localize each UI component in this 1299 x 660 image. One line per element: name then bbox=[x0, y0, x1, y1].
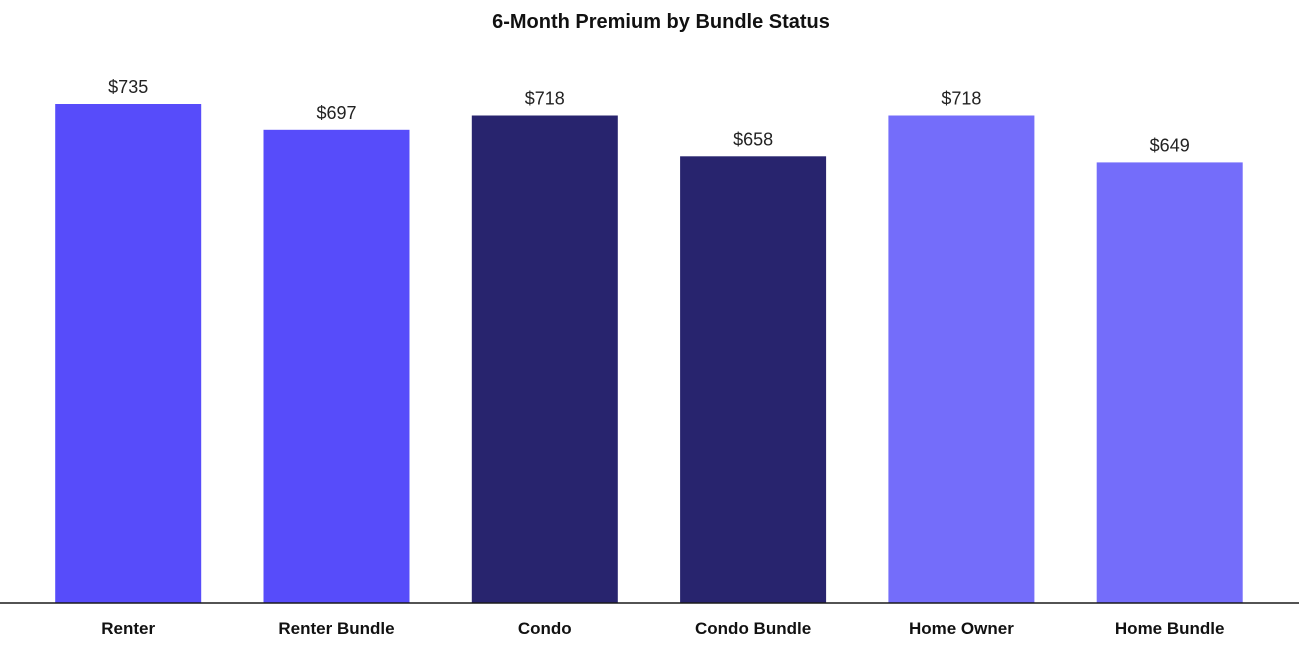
value-label: $658 bbox=[733, 129, 773, 149]
bar-condo-bundle bbox=[680, 156, 827, 604]
bar-home-bundle bbox=[1096, 162, 1243, 603]
bar-renter-bundle bbox=[263, 129, 410, 604]
bar-renter bbox=[55, 104, 202, 603]
category-label: Condo bbox=[518, 619, 572, 638]
bar-home-owner bbox=[888, 115, 1035, 603]
value-label: $718 bbox=[525, 89, 565, 109]
category-label: Renter Bundle bbox=[278, 619, 394, 638]
value-labels-group: $735 $697 $718 $658 $718 $649 bbox=[108, 77, 1190, 155]
category-label: Home Bundle bbox=[1115, 619, 1225, 638]
bar-condo bbox=[471, 115, 618, 603]
value-label: $697 bbox=[316, 103, 356, 123]
category-label: Renter bbox=[101, 619, 155, 638]
value-label: $735 bbox=[108, 77, 148, 97]
bars-group bbox=[55, 104, 1243, 604]
value-label: $649 bbox=[1150, 135, 1190, 155]
value-label: $718 bbox=[941, 89, 981, 109]
category-labels-group: Renter Renter Bundle Condo Condo Bundle Home… bbox=[101, 619, 1224, 638]
category-label: Condo Bundle bbox=[695, 619, 811, 638]
chart-title: 6-Month Premium by Bundle Status bbox=[492, 11, 830, 33]
category-label: Home Owner bbox=[909, 619, 1014, 638]
